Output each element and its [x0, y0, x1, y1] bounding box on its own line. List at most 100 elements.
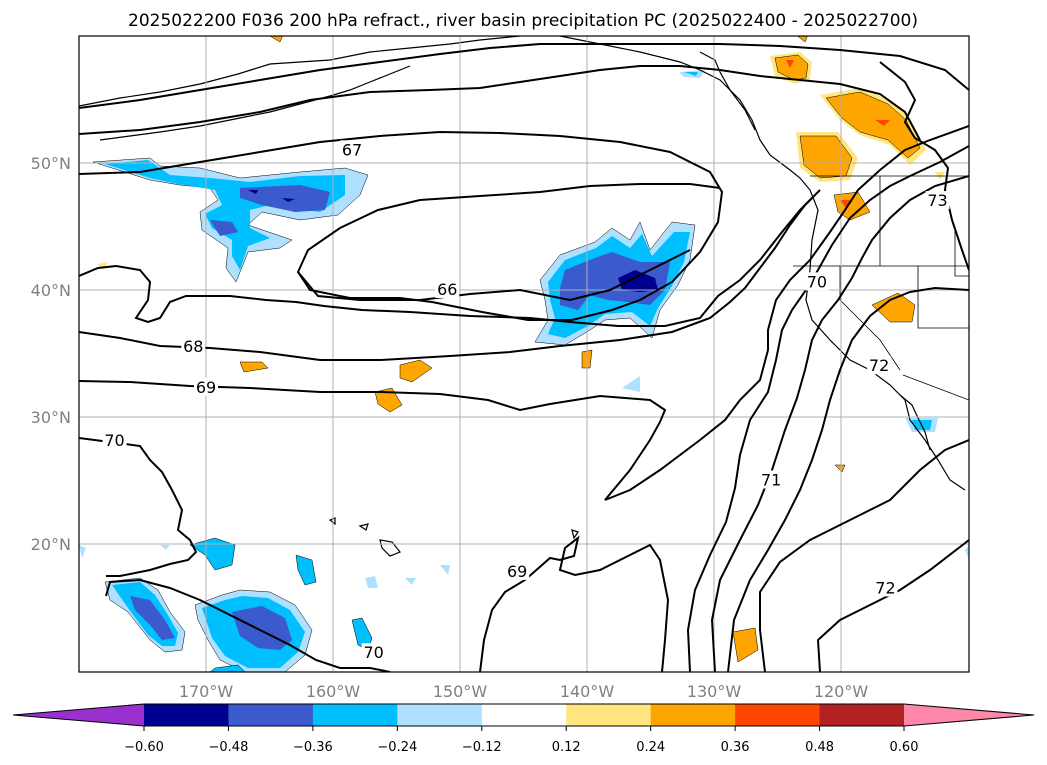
- colorbar-tick-label: 0.36: [721, 740, 750, 755]
- neg-blob-southwest-1-core: [130, 596, 175, 640]
- pos-blob-northeast-2-red: [875, 120, 890, 126]
- colorbar-segment: [228, 704, 314, 726]
- colorbar-tick-label: −0.48: [209, 740, 249, 755]
- colorbar-extend-high: [904, 704, 1034, 726]
- contour-73: [879, 61, 969, 271]
- colorbar-tick-label: 0.12: [552, 740, 581, 755]
- contour-70-west: [79, 437, 198, 577]
- neg-blob-northwest-dark: [248, 190, 295, 202]
- lon-label-130w: 130°W: [687, 682, 742, 701]
- lon-label-170w: 170°W: [179, 682, 234, 701]
- neg-blob-central-dark: [618, 270, 658, 292]
- pos-blob-northeast-4-red: [840, 200, 850, 208]
- contour-label-bg: [194, 377, 218, 396]
- colorbar-segment: [144, 704, 229, 726]
- lon-label-120w: 120°W: [814, 682, 869, 701]
- contour-72-b: [759, 439, 969, 672]
- lat-label-30n: 30°N: [31, 408, 71, 427]
- contour-label: 71: [761, 471, 781, 490]
- contour-71: [710, 175, 969, 672]
- neg-blob-south-3: [189, 537, 236, 571]
- colorbar-segment: [819, 704, 905, 726]
- pos-blob-northeast-1-mid: [774, 54, 809, 81]
- contour-label: 70: [363, 643, 383, 662]
- contour-label-bg: [804, 272, 829, 291]
- contour-label-bg: [873, 578, 898, 597]
- contour-label-bg: [361, 643, 386, 662]
- colorbar-segment: [650, 704, 736, 726]
- coastlines: [79, 36, 966, 557]
- map-frame: [78, 35, 970, 673]
- colorbar-segment: [312, 704, 398, 726]
- contour-72-c: [816, 539, 969, 672]
- colorbar-extend-low: [13, 704, 144, 726]
- contour-70-east: [686, 145, 969, 672]
- contour-68-a: [79, 197, 813, 327]
- contour-72-a: [727, 286, 969, 672]
- lat-label-40n: 40°N: [31, 281, 71, 300]
- colorbar: −0.60 −0.48 −0.36 −0.24 −0.12 0.12 0.24 0.36 0.4…: [12, 703, 1035, 755]
- colorbar-tick-label: −0.12: [462, 740, 502, 755]
- contour-label-bg: [759, 470, 784, 489]
- contour-north-a: [79, 65, 921, 141]
- contour-label: 72: [875, 578, 895, 597]
- refractivity-contours: [79, 43, 969, 672]
- figure-title: 2025022200 F036 200 hPa refract., river …: [128, 11, 918, 31]
- colorbar-segments: [144, 704, 905, 726]
- colorbar-segment: [566, 704, 652, 726]
- colorbar-segment: [735, 704, 821, 726]
- contour-67: [79, 130, 724, 321]
- contour-north-b: [79, 43, 969, 109]
- contour-70-south: [105, 578, 391, 672]
- contour-label-bg: [181, 337, 206, 356]
- contour-label: 73: [927, 191, 947, 210]
- lon-label-160w: 160°W: [306, 682, 361, 701]
- contour-label: 70: [807, 272, 827, 291]
- lon-label-140w: 140°W: [560, 682, 615, 701]
- contour-label-bg: [925, 191, 950, 210]
- lat-label-20n: 20°N: [31, 535, 71, 554]
- colorbar-tick-label: −0.24: [377, 740, 417, 755]
- contour-label: 67: [342, 140, 362, 159]
- neg-blob-northwest-core: [210, 185, 330, 236]
- colorbar-tick-label: 0.48: [805, 740, 834, 755]
- contour-label-bg: [867, 356, 892, 375]
- colorbar-tick-label: 0.60: [890, 740, 919, 755]
- lat-label-50n: 50°N: [31, 154, 71, 173]
- contour-label: 66: [437, 280, 457, 299]
- graticule: [79, 36, 969, 672]
- contour-66: [297, 249, 691, 302]
- neg-blob-south-6: [209, 664, 246, 672]
- contour-label-bg: [505, 561, 530, 580]
- colorbar-tick-label: −0.60: [124, 740, 164, 755]
- colorbar-segment: [397, 704, 483, 726]
- contour-label: 69: [196, 378, 216, 397]
- political-borders: [793, 175, 969, 401]
- contour-label-bg: [435, 280, 460, 298]
- contour-68-b: [79, 189, 821, 361]
- pos-blob-california: [871, 292, 916, 323]
- colorbar-ticks: −0.60 −0.48 −0.36 −0.24 −0.12 0.12 0.24 0.36 0.4…: [124, 726, 918, 755]
- map-area: [79, 36, 969, 672]
- colorbar-tick-label: −0.36: [293, 740, 333, 755]
- contour-labels: 67 66 68 69 70 70 72 73 71 69 72 70: [102, 140, 950, 662]
- colorbar-segment: [481, 704, 567, 726]
- neg-blob-south-4: [295, 554, 317, 586]
- contour-label: 68: [183, 337, 203, 356]
- lon-label-150w: 150°W: [433, 682, 488, 701]
- contour-label: 72: [869, 356, 889, 375]
- contour-label: 69: [507, 562, 527, 581]
- contour-69-south: [479, 535, 670, 672]
- contour-69: [79, 125, 969, 501]
- contour-label-bg: [340, 140, 365, 159]
- pos-blob-northeast-2-mid: [825, 91, 921, 159]
- lat-axis-labels: 50°N 40°N 30°N 20°N: [31, 154, 71, 554]
- pos-blob-northeast-1-red: [786, 60, 794, 68]
- shaded-anomaly-fields: [79, 36, 969, 672]
- colorbar-tick-label: 0.24: [636, 740, 665, 755]
- contour-label-bg: [102, 431, 127, 450]
- lon-axis-labels: 170°W 160°W 150°W 140°W 130°W 120°W: [179, 682, 869, 701]
- pos-blob-small: [239, 36, 846, 663]
- contour-label: 70: [104, 431, 124, 450]
